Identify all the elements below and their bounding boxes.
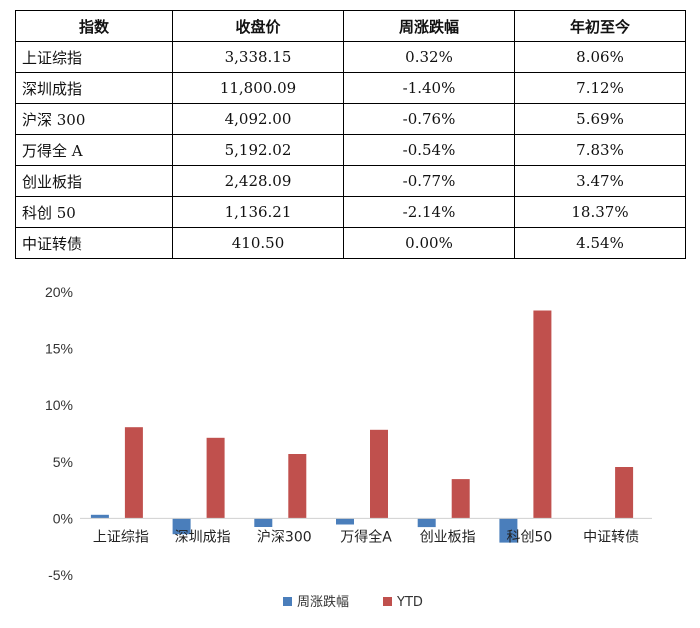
bars — [90, 310, 634, 543]
header-weekly-change: 周涨跌幅 — [343, 10, 515, 42]
bar-weekly-change — [90, 514, 109, 519]
row-close: 5,192.02 — [172, 134, 344, 166]
row-ytd: 7.83% — [514, 134, 686, 166]
row-name: 中证转债 — [15, 227, 173, 259]
table-row: 深圳成指 11,800.09 -1.40% 7.12% — [15, 72, 686, 104]
bar-ytd — [533, 310, 552, 519]
header-index: 指数 — [15, 10, 173, 42]
header-close: 收盘价 — [172, 10, 344, 42]
y-axis: 20% 15% 10% 5% 0% -5% — [45, 284, 73, 583]
bar-ytd — [206, 437, 225, 519]
row-weekly-change: -1.40% — [343, 72, 515, 104]
table-row: 科创 50 1,136.21 -2.14% 18.37% — [15, 196, 686, 228]
legend-swatch-weekly-change — [283, 597, 292, 606]
row-close: 2,428.09 — [172, 165, 344, 197]
row-ytd: 7.12% — [514, 72, 686, 104]
bar-ytd — [288, 454, 307, 519]
x-tick-label: 创业板指 — [420, 529, 476, 545]
y-tick-label: 5% — [53, 454, 73, 470]
y-tick-label: 0% — [53, 510, 73, 526]
legend-label-ytd: YTD — [396, 595, 423, 610]
row-ytd: 18.37% — [514, 196, 686, 228]
row-name: 万得全 A — [15, 134, 173, 166]
bar-weekly-change — [336, 518, 354, 525]
legend-swatch-ytd — [383, 597, 392, 606]
row-name: 科创 50 — [15, 196, 173, 228]
legend-label-weekly-change: 周涨跌幅 — [297, 594, 349, 610]
table-row: 沪深 300 4,092.00 -0.76% 5.69% — [15, 103, 686, 135]
row-close: 4,092.00 — [172, 103, 344, 135]
bar-ytd — [451, 479, 470, 519]
bar-weekly-change — [499, 518, 518, 543]
table-row: 万得全 A 5,192.02 -0.54% 7.83% — [15, 134, 686, 166]
row-ytd: 3.47% — [514, 165, 686, 197]
row-ytd: 5.69% — [514, 103, 686, 135]
header-ytd: 年初至今 — [514, 10, 686, 42]
row-close: 11,800.09 — [172, 72, 344, 104]
row-weekly-change: -0.76% — [343, 103, 515, 135]
bar-weekly-change — [254, 518, 273, 527]
y-tick-label: -5% — [48, 567, 73, 583]
row-weekly-change: -0.77% — [343, 165, 515, 197]
bar-ytd — [124, 427, 143, 519]
row-close: 3,338.15 — [172, 41, 344, 73]
x-tick-label: 深圳成指 — [175, 529, 231, 545]
row-name: 沪深 300 — [15, 103, 173, 135]
table-row: 上证综指 3,338.15 0.32% 8.06% — [15, 41, 686, 73]
y-tick-label: 15% — [45, 341, 73, 357]
bar-weekly-change — [172, 518, 191, 535]
x-tick-label: 科创50 — [506, 529, 552, 545]
row-name: 创业板指 — [15, 165, 173, 197]
y-tick-label: 20% — [45, 284, 73, 300]
row-name: 上证综指 — [15, 41, 173, 73]
x-axis-labels: 上证综指 深圳成指 沪深300 万得全A 创业板指 科创50 中证转债 — [93, 528, 639, 545]
table-row: 创业板指 2,428.09 -0.77% 3.47% — [15, 165, 686, 197]
x-tick-label: 上证综指 — [93, 529, 149, 545]
row-close: 1,136.21 — [172, 196, 344, 228]
bar-ytd — [615, 467, 634, 519]
y-tick-label: 10% — [45, 397, 73, 413]
table-row: 中证转债 410.50 0.00% 4.54% — [15, 227, 686, 259]
row-name: 深圳成指 — [15, 72, 173, 104]
index-table: 指数 收盘价 周涨跌幅 年初至今 上证综指 3,338.15 0.32% 8.0… — [15, 10, 686, 259]
bar-weekly-change — [417, 518, 436, 528]
row-ytd: 8.06% — [514, 41, 686, 73]
bar-chart: 20% 15% 10% 5% 0% -5% 上证综指 深圳成指 沪深300 万得全A 创业板指 科创… — [45, 284, 652, 610]
bar-ytd — [370, 429, 388, 519]
x-tick-label: 中证转债 — [583, 529, 639, 545]
legend: 周涨跌幅 YTD — [283, 594, 423, 610]
row-weekly-change: -2.14% — [343, 196, 515, 228]
row-close: 410.50 — [172, 227, 344, 259]
x-tick-label: 万得全A — [340, 528, 392, 545]
table-header-row: 指数 收盘价 周涨跌幅 年初至今 — [15, 10, 686, 42]
row-weekly-change: -0.54% — [343, 134, 515, 166]
x-tick-label: 沪深300 — [257, 529, 312, 545]
row-weekly-change: 0.32% — [343, 41, 515, 73]
row-weekly-change: 0.00% — [343, 227, 515, 259]
row-ytd: 4.54% — [514, 227, 686, 259]
